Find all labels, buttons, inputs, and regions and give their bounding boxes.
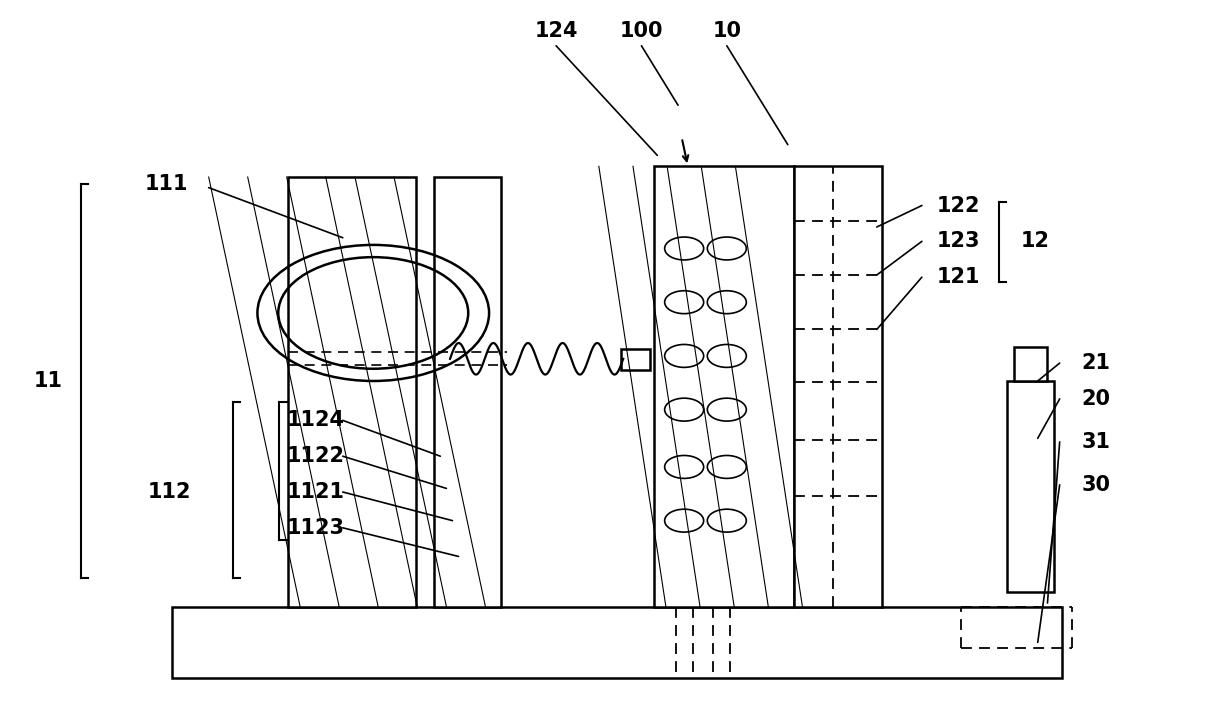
Text: 21: 21	[1081, 353, 1111, 373]
Bar	[172, 607, 1062, 678]
Text: 11: 11	[33, 371, 62, 391]
Text: 30: 30	[1081, 475, 1111, 495]
Bar	[654, 166, 794, 607]
Text: 1124: 1124	[287, 411, 345, 431]
Bar	[621, 349, 650, 370]
Text: 20: 20	[1081, 389, 1111, 409]
Text: 1121: 1121	[287, 482, 345, 502]
Text: 31: 31	[1081, 432, 1111, 452]
Text: 1122: 1122	[287, 446, 345, 466]
Text: 12: 12	[1020, 232, 1050, 252]
Text: 122: 122	[937, 196, 980, 216]
Text: 10: 10	[712, 22, 742, 42]
Bar	[1007, 381, 1053, 592]
Bar	[288, 177, 415, 607]
Bar	[434, 177, 501, 607]
Text: 1123: 1123	[287, 518, 345, 538]
Text: 112: 112	[148, 482, 192, 502]
Bar	[794, 166, 881, 607]
Text: 121: 121	[937, 267, 980, 287]
Text: 111: 111	[144, 174, 188, 194]
Text: 124: 124	[534, 22, 578, 42]
Bar	[1014, 347, 1047, 381]
Text: 100: 100	[620, 22, 664, 42]
Text: 123: 123	[937, 232, 980, 252]
